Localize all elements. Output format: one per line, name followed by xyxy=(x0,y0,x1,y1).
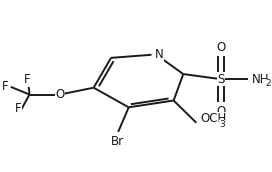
Text: O: O xyxy=(216,105,225,118)
Text: 2: 2 xyxy=(265,79,271,88)
Text: F: F xyxy=(24,73,31,86)
Text: O: O xyxy=(216,41,225,54)
Text: F: F xyxy=(15,102,21,115)
Text: 3: 3 xyxy=(219,120,225,129)
Text: O: O xyxy=(55,88,64,101)
Text: N: N xyxy=(155,48,163,61)
Text: OCH: OCH xyxy=(200,112,226,125)
Text: F: F xyxy=(2,79,9,93)
Text: S: S xyxy=(217,73,225,86)
Text: Br: Br xyxy=(110,135,123,148)
Text: NH: NH xyxy=(252,73,270,86)
